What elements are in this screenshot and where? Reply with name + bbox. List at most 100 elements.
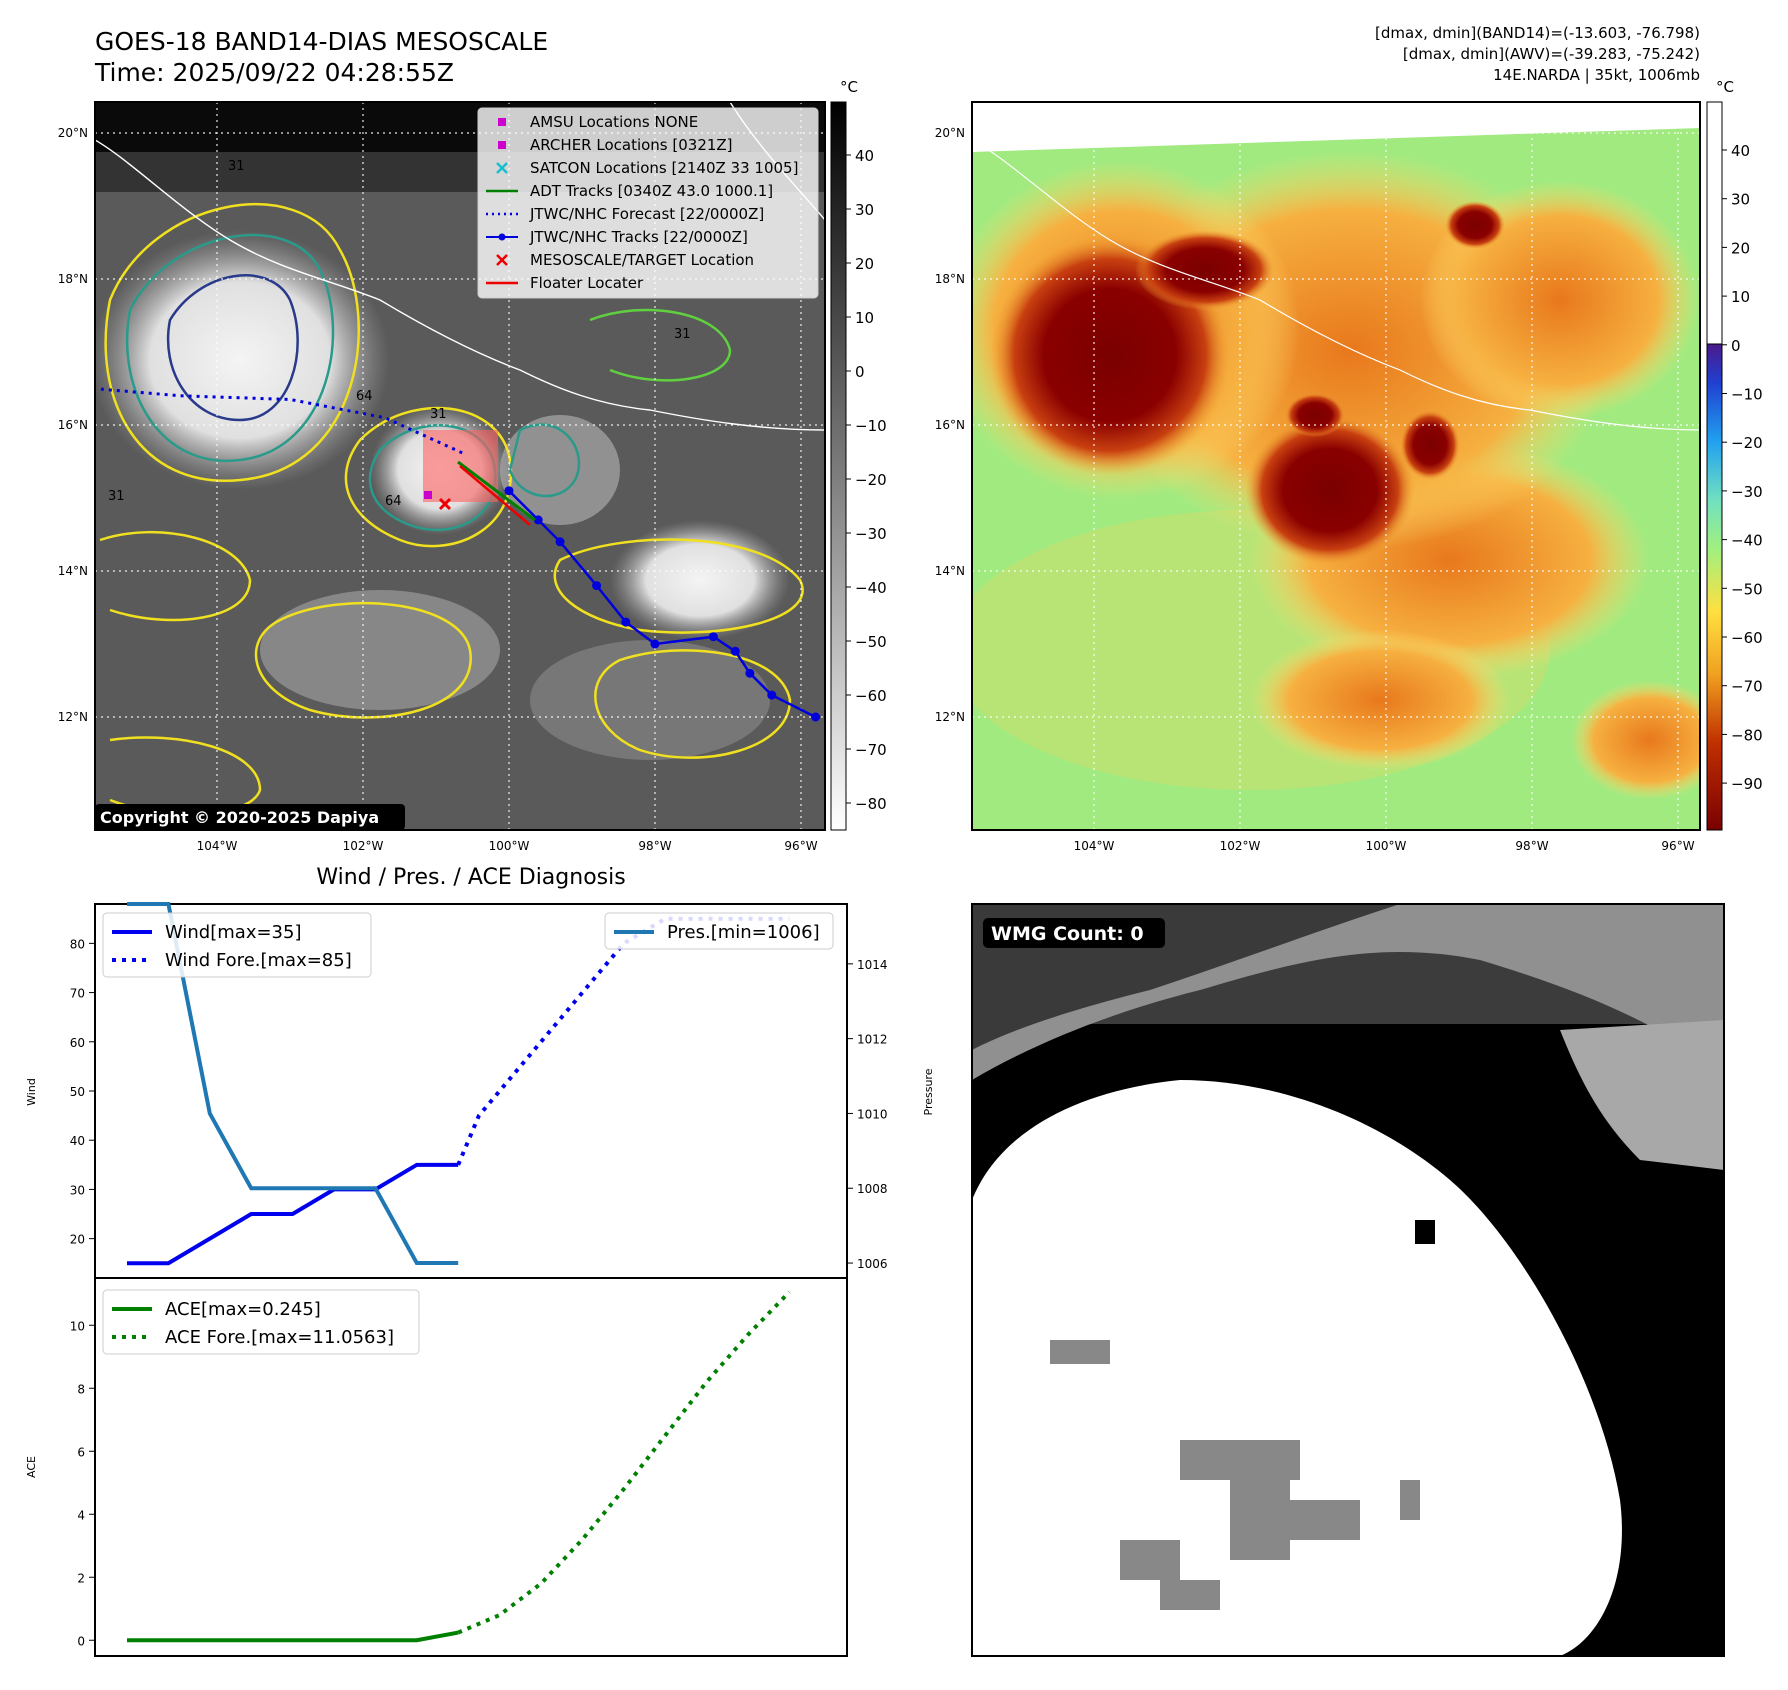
map-legend-entry: JTWC/NHC Forecast [22/0000Z]	[486, 205, 764, 223]
axis-tick-label: 1014	[857, 958, 888, 972]
ace-legend: ACE[max=0.245] ACE Fore.[max=11.0563]	[102, 1289, 420, 1355]
colorbar-tick-label: −60	[1731, 629, 1763, 647]
lat-label: 20°N	[58, 126, 88, 140]
axis-tick-label: 0	[77, 1634, 85, 1648]
legend-pressure: Pres.[min=1006]	[667, 922, 820, 943]
lat-label: 20°N	[935, 126, 965, 140]
legend-wind-fore: Wind Fore.[max=85]	[165, 950, 352, 971]
svg-text:WMG Count: 0: WMG Count: 0	[991, 923, 1144, 945]
lat-label: 18°N	[935, 272, 965, 286]
diagnosis-series-layer: 8070605040302010141012101010081006108642…	[70, 902, 888, 1648]
legend-ace-fore: ACE Fore.[max=11.0563]	[165, 1327, 394, 1348]
track-point	[811, 712, 821, 722]
lat-label: 16°N	[935, 418, 965, 432]
lon-label: 104°W	[197, 839, 238, 853]
axis-tick-label: 1008	[857, 1182, 888, 1196]
axis-tick-label: 1010	[857, 1107, 888, 1121]
adt-track-line	[457, 460, 536, 522]
lat-label: 14°N	[935, 564, 965, 578]
axis-tick-label: 20	[70, 1233, 85, 1247]
colorbar-tick-label: 10	[1731, 288, 1750, 306]
map-legend-label: MESOSCALE/TARGET Location	[530, 251, 754, 269]
wmg-count-badge: WMG Count: 0	[983, 918, 1165, 948]
axis-tick-label: 70	[70, 987, 85, 1001]
enhanced-colorbar: °C 40 30 20 10 0 −10 −20 −30 −40 −50 −60 −70 −80 −90	[1706, 78, 1763, 831]
copyright-badge: Copyright © 2020-2025 Dapiya	[95, 804, 405, 830]
map-legend-entry: ARCHER Locations [0321Z]	[498, 136, 733, 154]
legend-wind: Wind[max=35]	[165, 922, 302, 943]
map-legend: AMSU Locations NONE ARCHER Locations [032…	[477, 107, 819, 299]
map-legend-label: JTWC/NHC Tracks [22/0000Z]	[529, 228, 748, 246]
track-point	[650, 639, 660, 649]
contour-label: 64	[385, 494, 402, 509]
wind-axis-label: Wind	[25, 1078, 38, 1106]
colorbar-tick-label: 0	[855, 363, 865, 381]
colorbar-tick-label: −20	[1731, 434, 1763, 452]
colorbar-tick-label: −30	[1731, 483, 1763, 501]
lon-label: 104°W	[1074, 839, 1115, 853]
lat-label: 14°N	[58, 564, 88, 578]
legend-ace: ACE[max=0.245]	[165, 1299, 321, 1320]
colorbar-tick-label: 10	[855, 309, 874, 327]
axis-tick-label: 1006	[857, 1257, 888, 1271]
map-legend-label: JTWC/NHC Forecast [22/0000Z]	[529, 205, 764, 223]
lat-label: 12°N	[935, 710, 965, 724]
figure-title: GOES-18 BAND14-DIAS MESOSCALE	[95, 27, 548, 56]
lon-label: 102°W	[1220, 839, 1261, 853]
map-legend-label: ARCHER Locations [0321Z]	[530, 136, 733, 154]
axis-tick-label: 50	[70, 1085, 85, 1099]
colorbar-tick-label: −80	[1731, 726, 1763, 744]
colorbar-tick-label: 20	[1731, 239, 1750, 257]
series-line	[127, 1162, 459, 1266]
colorbar-tick-label: −10	[1731, 386, 1763, 404]
info-line-2: [dmax, dmin](AWV)=(-39.283, -75.242)	[1403, 45, 1700, 63]
forecast-track-line	[95, 387, 466, 456]
enhanced-map-lat-labels: 20°N 18°N 16°N 14°N 12°N	[935, 126, 965, 724]
contour-label: 31	[108, 489, 125, 504]
ir-map-lat-labels: 20°N 18°N 16°N 14°N 12°N	[58, 126, 88, 724]
axis-tick-label: 1012	[857, 1033, 888, 1047]
map-legend-entry: MESOSCALE/TARGET Location	[496, 251, 754, 269]
track-point	[745, 668, 755, 678]
track-point	[533, 515, 543, 525]
lat-label: 12°N	[58, 710, 88, 724]
figure-time: Time: 2025/09/22 04:28:55Z	[94, 58, 454, 87]
axis-tick-label: 8	[77, 1382, 85, 1396]
map-legend-entry: Floater Locater	[486, 274, 644, 292]
axis-tick-label: 30	[70, 1183, 85, 1197]
lon-label: 98°W	[1515, 839, 1548, 853]
track-point	[621, 617, 631, 627]
colorbar-tick-label: −30	[855, 525, 887, 543]
track-point	[730, 646, 740, 656]
map-legend-entry: ADT Tracks [0340Z 43.0 1000.1]	[486, 182, 773, 200]
ace-plot-frame	[94, 1277, 848, 1657]
archer-location-marker	[424, 491, 432, 499]
ir-map-lon-labels: 104°W 102°W 100°W 98°W 96°W	[197, 839, 818, 853]
colorbar-tick-label: −40	[855, 579, 887, 597]
map-legend-entry: AMSU Locations NONE	[498, 113, 698, 131]
colorbar-tick-label: 30	[1731, 191, 1750, 209]
wmg-panel	[972, 904, 1724, 1656]
svg-text:Copyright © 2020-2025 Dapiya: Copyright © 2020-2025 Dapiya	[100, 808, 379, 827]
colorbar-tick-label: −50	[855, 633, 887, 651]
colorbar-tick-label: −10	[855, 417, 887, 435]
lon-label: 96°W	[1661, 839, 1694, 853]
track-point	[555, 537, 565, 547]
contour-label: 31	[674, 327, 691, 342]
axis-tick-label: 80	[70, 937, 85, 951]
series-line	[127, 1630, 459, 1643]
map-legend-label: ADT Tracks [0340Z 43.0 1000.1]	[530, 182, 773, 200]
colorbar-tick-label: 30	[855, 201, 874, 219]
axis-tick-label: 40	[70, 1134, 85, 1148]
map-legend-label: AMSU Locations NONE	[530, 113, 698, 131]
colorbar-tick-label: 20	[855, 255, 874, 273]
wind-legend: Wind[max=35] Wind Fore.[max=85]	[102, 912, 372, 978]
floater-locator-line	[459, 465, 531, 526]
colorbar-tick-label: −20	[855, 471, 887, 489]
colorbar-tick-label: −90	[1731, 775, 1763, 793]
colorbar-tick-label: −60	[855, 687, 887, 705]
storm-track-layer	[95, 387, 821, 722]
lon-label: 96°W	[784, 839, 817, 853]
contour-labels: 31 64 31 64 31 31	[108, 159, 691, 509]
lon-label: 100°W	[489, 839, 530, 853]
